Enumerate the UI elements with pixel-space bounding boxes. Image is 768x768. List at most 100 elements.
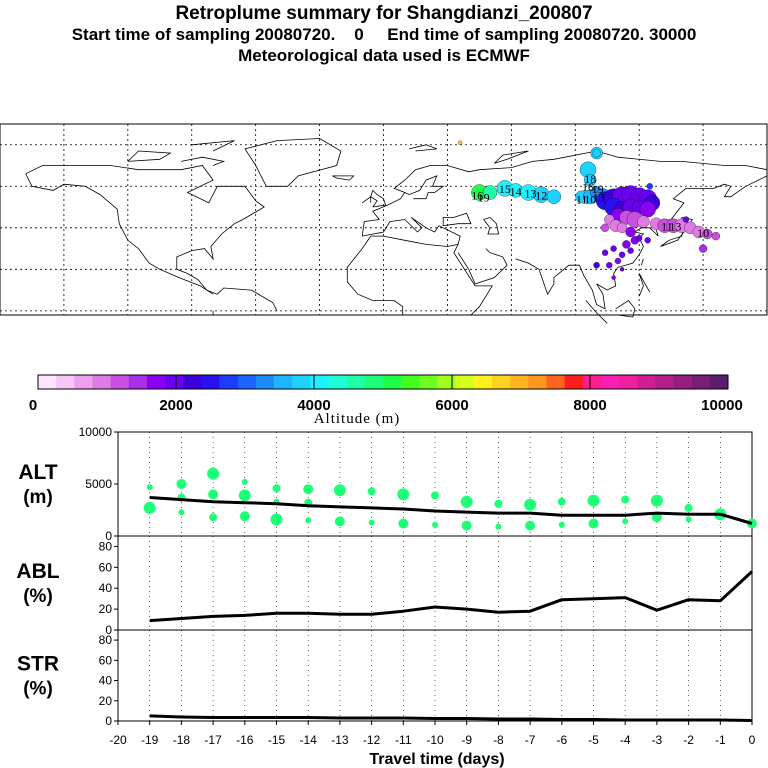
altitude-point — [622, 518, 629, 525]
colorbar-swatch — [201, 375, 220, 389]
colorbar-swatch — [92, 375, 111, 389]
panel-yunit: (m) — [23, 487, 53, 508]
altitude-point — [398, 518, 409, 529]
altitude-point — [495, 523, 502, 530]
plume-dot — [646, 183, 653, 190]
day-label: 19 — [592, 182, 604, 196]
plume-dot — [458, 140, 463, 145]
panel-ylabel: ABL — [16, 560, 59, 583]
y-tick-label: 40 — [99, 581, 113, 595]
colorbar-frame — [37, 374, 729, 390]
y-tick-label: 60 — [99, 560, 113, 574]
colorbar-swatch — [237, 375, 257, 389]
plume-dot — [610, 245, 617, 252]
colorbar-swatch — [709, 375, 729, 389]
colorbar-swatch — [346, 375, 366, 389]
coastline — [191, 140, 235, 152]
colorbar-swatch — [582, 375, 602, 389]
colorbar-swatch — [128, 375, 148, 389]
colorbar-swatch — [219, 375, 239, 389]
plume-dot — [637, 215, 650, 228]
plume-dot — [622, 240, 631, 249]
day-label: 11 — [576, 193, 588, 207]
x-tick-label: -13 — [331, 733, 349, 747]
altitude-point — [461, 520, 472, 531]
coastline — [615, 299, 636, 318]
y-tick-label: 10000 — [79, 425, 113, 439]
colorbar-swatch — [383, 375, 402, 389]
y-tick-label: 5000 — [85, 477, 112, 491]
altitude-point — [587, 494, 600, 507]
colorbar-swatch — [491, 375, 511, 389]
y-tick-label: 80 — [99, 539, 113, 553]
altitude-point — [208, 489, 219, 500]
colorbar-swatch — [619, 375, 638, 389]
coastline — [361, 150, 768, 237]
colorbar-swatch — [564, 375, 584, 389]
altitude-point — [178, 509, 185, 516]
plume-dot — [601, 249, 609, 256]
y-tick-label: 0 — [105, 623, 112, 637]
plume-dot — [625, 226, 636, 238]
altitude-point — [207, 467, 220, 480]
colorbar-swatch — [528, 375, 547, 389]
panel-yunit: (%) — [23, 586, 53, 607]
y-tick-label: 60 — [99, 653, 113, 667]
day-label: 16 — [582, 180, 594, 194]
altitude-point — [303, 484, 314, 495]
altitude-point — [270, 513, 283, 526]
panel-ylabel: STR — [17, 653, 59, 676]
x-tick-label: -18 — [173, 733, 191, 747]
colorbar-swatch — [401, 375, 420, 389]
coastline — [181, 156, 226, 166]
x-tick-label: -3 — [652, 733, 663, 747]
plume-dots — [458, 140, 721, 280]
plume-dot — [593, 262, 600, 269]
plume-dot — [482, 185, 498, 200]
x-tick-label: -8 — [493, 733, 504, 747]
plume-dot — [611, 275, 616, 280]
day-label: 18 — [584, 172, 596, 186]
x-tick-label: -20 — [109, 733, 127, 747]
colorbar-tick-label: 6000 — [435, 397, 468, 414]
altitude-point — [333, 484, 346, 497]
altitude-point — [368, 519, 375, 526]
altitude-colorbar: 0 2000 4000 6000 8000 10000 Altitude (m) — [29, 374, 743, 427]
altitude-point — [238, 489, 251, 502]
x-tick-label: -15 — [268, 733, 286, 747]
plume-dot — [606, 262, 613, 269]
coastline — [362, 217, 461, 247]
plume-dot — [546, 189, 562, 204]
x-tick-label: 0 — [749, 733, 756, 747]
plume-dot — [600, 223, 610, 232]
y-tick-label: 40 — [99, 674, 113, 688]
altitude-point — [588, 518, 599, 529]
series-line — [149, 570, 754, 623]
x-tick-label: -5 — [588, 733, 599, 747]
plume-dot — [616, 222, 628, 233]
colorbar-swatch — [637, 375, 656, 389]
colorbar-swatch — [673, 375, 692, 389]
coastline — [332, 175, 355, 181]
plume-dot — [711, 231, 721, 241]
plume-dot — [619, 267, 625, 272]
y-tick-label: 20 — [99, 602, 113, 616]
coastline — [409, 144, 437, 152]
plume-dot — [592, 148, 601, 158]
day-label: 14 — [510, 184, 522, 198]
altitude-point — [334, 516, 345, 527]
plume-dot — [618, 251, 626, 258]
coastline — [217, 287, 278, 311]
coastline — [515, 175, 768, 310]
colorbar-swatch — [328, 375, 347, 389]
altitude-point — [143, 501, 156, 514]
x-tick-label: -12 — [363, 733, 381, 747]
altitude-point — [651, 512, 662, 523]
coastline — [346, 235, 404, 315]
altitude-point — [367, 487, 376, 496]
day-label: 12 — [535, 188, 547, 202]
altitude-point — [209, 513, 218, 522]
